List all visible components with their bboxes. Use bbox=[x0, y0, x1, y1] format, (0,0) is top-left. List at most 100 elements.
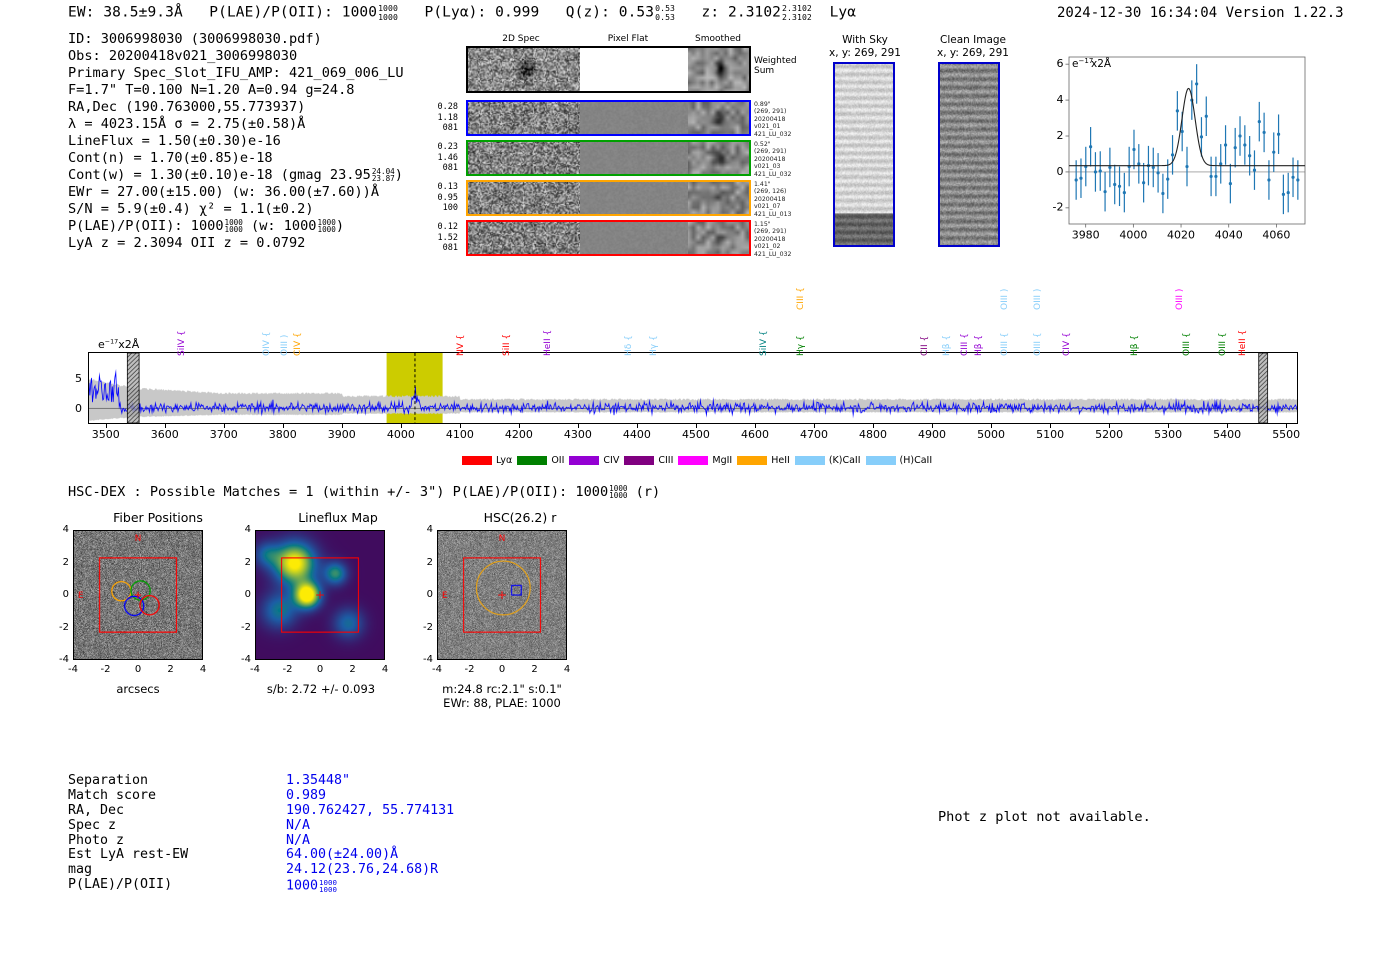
emission-line-label: SiII { bbox=[502, 333, 512, 356]
match-plae-fraction: 1000 1000 bbox=[319, 877, 337, 895]
header-plae-fraction: 1000 1000 bbox=[378, 3, 398, 22]
withsky-image bbox=[833, 62, 895, 247]
emission-line-label: OIII ) bbox=[1175, 288, 1185, 310]
fiber-left-labels: 0.28 1.18 081 bbox=[418, 102, 458, 134]
spectrum-x-tickmark bbox=[1227, 424, 1229, 428]
legend-label: MgII bbox=[712, 454, 733, 466]
info-redshifts: LyA z = 2.3094 OII z = 0.0792 bbox=[68, 235, 306, 251]
fiber-right-label: 0.52" bbox=[754, 141, 771, 148]
emission-line-label: NV { bbox=[456, 334, 466, 356]
fiber-right-label: 20200418 bbox=[754, 115, 786, 123]
header-plya: P(Lyα): 0.999 bbox=[424, 4, 540, 21]
spectrum-x-tick: 4000 bbox=[386, 428, 415, 441]
spectrum-x-tickmark bbox=[164, 424, 166, 428]
info-obs: Obs: 20200418v021_3006998030 bbox=[68, 48, 298, 64]
fiber-right-labels: 0.89" (269, 291) 20200418 v021_01 421_LU_032 bbox=[754, 101, 791, 138]
hscr-xlabel: m:24.8 rc:2.1" s:0.1" bbox=[442, 682, 562, 696]
legend-item: (K)CaII bbox=[794, 455, 861, 466]
spectrum-y-tick: 5 bbox=[75, 372, 82, 385]
emission-line-label: CII { bbox=[920, 335, 930, 356]
info-primary-spec: Primary Spec_Slot_IFU_AMP: 421_069_006_L… bbox=[68, 65, 404, 81]
fiber-left-label: 1.52 bbox=[437, 232, 458, 243]
legend-swatch bbox=[569, 455, 600, 465]
spectrum-x-tick: 5000 bbox=[977, 428, 1006, 441]
match-table-value: 190.762427, 55.774131 bbox=[286, 802, 455, 818]
spectrum-x-tick: 3700 bbox=[209, 428, 238, 441]
match-table-value: N/A bbox=[286, 817, 311, 833]
fiber-row bbox=[466, 180, 751, 216]
legend-swatch bbox=[737, 455, 768, 465]
cutout-x-tick: -2 bbox=[282, 664, 293, 675]
spectrum-x-tick: 5200 bbox=[1095, 428, 1124, 441]
fiber-right-label: (269, 291) bbox=[754, 108, 787, 116]
spectrum-x-tickmark bbox=[932, 424, 934, 428]
fiber-panel-b bbox=[580, 142, 688, 174]
cutout-y-tick: 4 bbox=[426, 524, 433, 535]
match-table-value: 1.35448" bbox=[286, 773, 351, 788]
fiber-left-label: 081 bbox=[442, 123, 458, 133]
cutout-y-tick: 0 bbox=[62, 589, 69, 600]
fiber-panel-a bbox=[468, 182, 580, 214]
cutout-x-tick: 4 bbox=[381, 664, 389, 675]
cutout-x-tick: 2 bbox=[167, 664, 174, 675]
info-seeing: F=1.7" T=0.100 N=1.20 A=0.94 g=24.8 bbox=[68, 82, 355, 98]
withsky-subtitle: x, y: 269, 291 bbox=[829, 47, 901, 59]
spectrum-y-tick: 0 bbox=[75, 402, 82, 415]
legend-item: (H)CaII bbox=[865, 454, 933, 466]
spectrum-x-tickmark bbox=[754, 424, 756, 428]
hscr-caption2: EWr: 88, PLAE: 1000 bbox=[443, 696, 561, 710]
fiber-left-label: 0.13 bbox=[437, 182, 458, 192]
fiber-row bbox=[466, 220, 751, 256]
fiber-positions-image bbox=[73, 530, 203, 660]
fiber-panel-b bbox=[580, 222, 688, 254]
match-details-table: Separation 1.35448" Match score 0.989 RA, De… bbox=[68, 773, 455, 895]
fiber-right-labels: 0.52" (269, 291) 20200418 v021_03 421_LU_032 bbox=[754, 141, 791, 178]
legend-label: OII bbox=[551, 454, 565, 466]
emission-line-label: Hβ { bbox=[974, 334, 984, 356]
cutout-y-tick: 4 bbox=[244, 524, 251, 535]
match-table-key: P(LAE)/P(OII) bbox=[68, 877, 173, 893]
header-z-fraction: 2.3102 2.3102 bbox=[782, 3, 812, 22]
fiber-left-labels: 0.13 0.95 100 bbox=[418, 182, 458, 214]
cutout-x-tick: -4 bbox=[250, 664, 260, 675]
emission-line-label: CIII { bbox=[960, 333, 970, 356]
fiberpos-title: Fiber Positions bbox=[113, 510, 203, 525]
emission-line-zoom-canvas bbox=[1040, 50, 1310, 250]
info-continuum-wide: Cont(w) = 1.30(±0.10)e-18 (gmag 23.9524.… bbox=[68, 166, 403, 184]
emission-line-label: SiIV { bbox=[759, 330, 769, 356]
match-table-key: Separation bbox=[68, 773, 149, 788]
spectrum-x-tickmark bbox=[1286, 424, 1288, 428]
spectrum-x-tick: 4600 bbox=[740, 428, 769, 441]
legend-item: CIII bbox=[624, 455, 673, 466]
info-snr-chi2: S/N = 5.9(±0.4) χ² = 1.1(±0.2) bbox=[68, 201, 314, 217]
spectrum-x-tick: 4400 bbox=[622, 428, 651, 441]
legend-swatch bbox=[517, 455, 548, 465]
legend-label: Lyα bbox=[496, 454, 513, 466]
fiber-panel-b bbox=[580, 182, 688, 214]
fiber-left-label: 1.18 bbox=[437, 112, 458, 123]
column-title-2dspec: 2D Spec bbox=[502, 34, 540, 44]
fiber-panel-c bbox=[688, 222, 749, 254]
match-table-key: Spec z bbox=[68, 817, 117, 833]
cutout-y-tick: -4 bbox=[241, 654, 251, 665]
legend-label: (H)CaII bbox=[899, 454, 933, 466]
emission-line-label: OIII ) bbox=[1000, 288, 1010, 310]
withsky-title: With Sky bbox=[842, 34, 888, 46]
column-title-pixelflat: Pixel Flat bbox=[607, 34, 649, 44]
spectrum-x-tick: 5300 bbox=[1154, 428, 1183, 441]
sky-image-panels: With Sky x, y: 269, 291 Clean Image x, y… bbox=[820, 34, 1020, 259]
cutout-x-tick: 4 bbox=[199, 664, 207, 675]
legend-label: HeII bbox=[771, 454, 790, 466]
fiber-left-label: 0.12 bbox=[437, 222, 458, 232]
spectrum-x-tickmark bbox=[577, 424, 579, 428]
header-summary-line: EW: 38.5±9.3Å P(LAE)/P(OII): 10001000 100… bbox=[68, 4, 856, 21]
info-continuum-narrow: Cont(n) = 1.70(±0.85)e-18 bbox=[68, 150, 273, 166]
fiber-right-label: (269, 291) bbox=[754, 148, 787, 156]
spectrum-x-tick: 4800 bbox=[859, 428, 888, 441]
fiber-left-label: 100 bbox=[442, 203, 458, 213]
hscr-title: HSC(26.2) r bbox=[483, 510, 557, 525]
match-table-row: mag 24.12(23.76,24.68)R bbox=[68, 862, 454, 878]
emission-line-label: OIV { bbox=[262, 331, 272, 356]
legend-label: CIV bbox=[603, 454, 620, 466]
cutout-x-tick: 2 bbox=[349, 664, 356, 675]
